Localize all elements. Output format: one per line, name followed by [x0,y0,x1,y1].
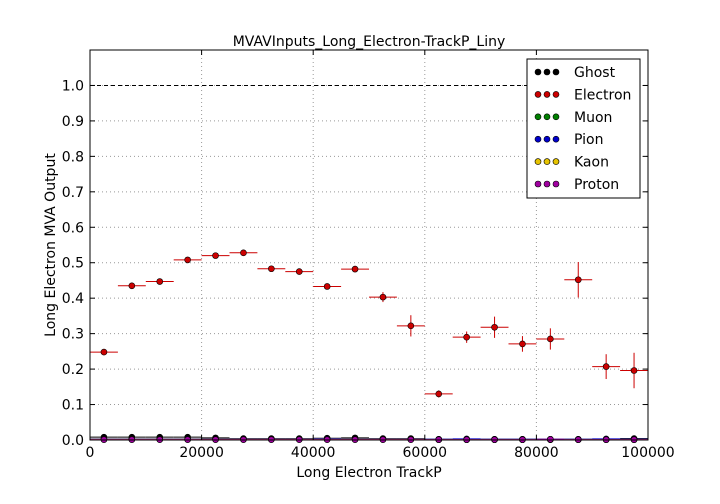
legend-label: Electron [574,87,631,103]
data-series-group [90,249,648,443]
y-tick-label: 0.7 [62,185,84,201]
y-tick-label: 0.6 [62,220,84,236]
legend-marker [552,91,560,98]
legend-label: Ghost [574,65,616,81]
data-point [602,363,610,370]
y-tick-label: 0.9 [62,114,84,130]
data-point [295,268,303,275]
legend-box [526,58,641,199]
data-point [547,335,554,343]
data-point [630,367,638,374]
legend-label: Muon [574,110,612,126]
legend-marker [552,113,560,121]
data-point [156,278,164,285]
plot-frame [89,49,649,441]
legend-marker [543,135,551,143]
y-tick-label: 0.0 [62,433,84,449]
legend-marker [534,135,542,143]
legend-label: Kaon [574,155,609,171]
legend-marker [552,135,560,143]
data-point [351,265,359,273]
legend-marker [543,158,551,165]
x-tick-label: 80000 [514,445,559,461]
series-electron [90,249,648,398]
y-tick-label: 0.3 [62,327,84,343]
y-tick-label: 1.0 [62,78,84,94]
legend-label: Pion [574,132,603,148]
data-point [379,293,387,301]
data-point [491,323,498,331]
data-point [435,390,443,398]
data-point [268,265,275,273]
y-tick-label: 0.4 [62,291,84,307]
legend-marker [534,68,542,76]
data-point [463,333,470,341]
legend-marker [534,180,542,188]
legend-marker [534,158,542,165]
legend-marker [543,68,551,76]
data-point [574,276,582,284]
data-point [547,435,554,443]
data-point [323,283,331,290]
legend: Ghost Electron Muon Pion Kaon Proton [526,58,641,199]
axis-ticks: 0 20000 40000 60000 80000 100000 0.0 0.1 0.2 0.3 0… [62,50,675,461]
y-tick-label: 0.1 [62,398,84,414]
data-point [407,322,415,330]
x-axis-label: Long Electron TrackP [296,465,441,481]
data-point [519,340,526,348]
legend-marker [552,180,560,188]
data-point [240,249,247,257]
x-tick-label: 40000 [291,445,336,461]
data-point [184,256,191,264]
legend-marker [534,113,542,121]
legend-marker [534,91,542,98]
legend-marker [543,180,551,188]
y-tick-label: 0.2 [62,362,84,378]
x-tick-label: 60000 [403,445,448,461]
legend-marker [552,68,560,76]
data-point [212,252,219,259]
data-point [100,348,108,356]
y-axis-label: Long Electron MVA Output [43,153,59,337]
x-tick-label: 20000 [179,445,224,461]
x-tick-label: 100000 [621,445,674,461]
legend-marker [543,91,551,98]
x-tick-label: 0 [86,445,95,461]
legend-marker [543,113,551,121]
y-tick-label: 0.8 [62,149,84,165]
y-tick-label: 0.5 [62,256,84,272]
legend-label: Proton [574,177,619,193]
legend-marker [552,158,560,165]
chart-title: MVAVInputs_Long_Electron-TrackP_Liny [233,34,506,50]
data-point [128,282,136,290]
